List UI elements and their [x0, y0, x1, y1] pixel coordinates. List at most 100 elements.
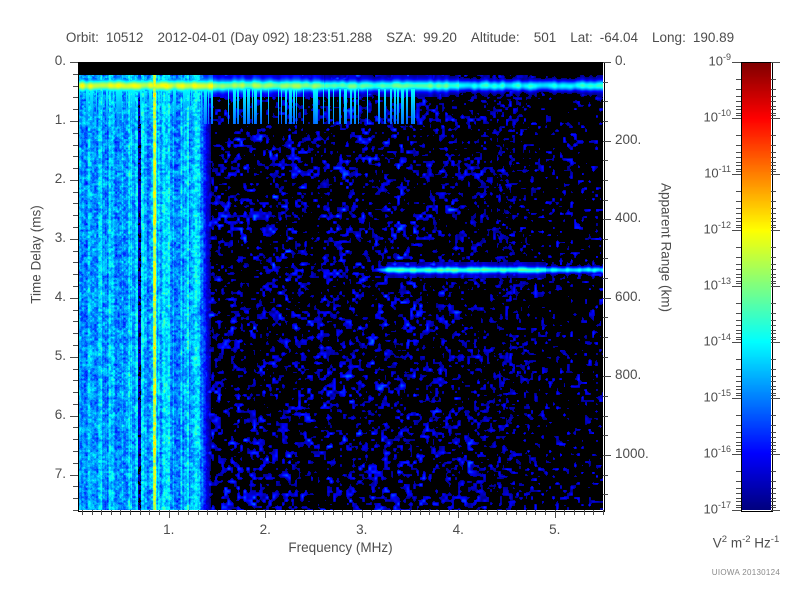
- y-tick-minor: [73, 168, 78, 170]
- colorbar-tick-minor: [736, 217, 741, 219]
- colorbar-tick-minor: [771, 171, 776, 173]
- x-tick-minor: [149, 510, 151, 515]
- x-tick-minor: [545, 510, 547, 515]
- y-tick-minor: [73, 191, 78, 193]
- y2-tick-minor: [603, 278, 608, 280]
- colorbar-tick-minor: [771, 319, 776, 321]
- colorbar-tick-minor: [736, 325, 741, 327]
- colorbar-tick-major: [771, 510, 780, 511]
- colorbar-tick-minor: [771, 329, 776, 331]
- colorbar-tick-minor: [771, 333, 776, 335]
- x-tick-major: [458, 510, 460, 518]
- colorbar-tick-minor: [736, 368, 741, 370]
- colorbar-tick-minor: [771, 480, 776, 482]
- colorbar-tick-minor: [771, 339, 776, 341]
- x-tick-minor: [371, 510, 373, 515]
- x-tick-minor: [603, 510, 604, 515]
- colorbar-tick-minor: [771, 381, 776, 383]
- colorbar-tick-minor: [736, 171, 741, 173]
- colorbar-tick-minor: [771, 144, 776, 146]
- colorbar-tick-minor: [771, 358, 776, 360]
- colorbar-tick-major: [771, 286, 780, 287]
- colorbar-tick-minor: [771, 246, 776, 248]
- x-tick-minor: [342, 510, 344, 515]
- colorbar-tick-minor: [736, 227, 741, 229]
- x-tick-minor: [525, 510, 527, 515]
- x-tick-minor: [390, 510, 392, 515]
- y2-tick-minor: [603, 396, 608, 398]
- colorbar-tick-major: [732, 454, 741, 455]
- colorbar-tick-minor: [771, 101, 776, 103]
- x-tick-minor: [216, 510, 218, 515]
- colorbar-tick-minor: [736, 165, 741, 167]
- y-tick-major: [70, 238, 78, 240]
- x-tick-minor: [197, 510, 199, 515]
- colorbar-tick-minor: [736, 493, 741, 495]
- x-tick-minor: [313, 510, 315, 515]
- y-tick-minor: [73, 109, 78, 111]
- y-tick-minor: [73, 451, 78, 453]
- colorbar-tick-minor: [771, 368, 776, 370]
- colorbar-tick-minor: [771, 437, 776, 439]
- colorbar-tick-minor: [771, 227, 776, 229]
- x-tick-minor: [429, 510, 431, 515]
- y-tick-label: 6.: [54, 406, 66, 422]
- colorbar-mantissa: 10: [703, 109, 718, 125]
- y-tick-minor: [73, 498, 78, 500]
- units-hz-exp: -1: [770, 534, 780, 545]
- x-tick-minor: [381, 510, 383, 515]
- colorbar-tick-minor: [771, 325, 776, 327]
- lat-label: Lat:: [570, 30, 593, 45]
- x-tick-label: 5.: [549, 522, 561, 537]
- x-tick-minor: [564, 510, 566, 515]
- colorbar-tick-major: [732, 230, 741, 231]
- y2-tick-major: [603, 140, 611, 142]
- colorbar-tick-minor: [771, 487, 776, 489]
- y-tick-minor: [73, 144, 78, 146]
- y2-tick-minor: [603, 415, 608, 417]
- x-tick-minor: [303, 510, 305, 515]
- y-tick-minor: [73, 309, 78, 311]
- colorbar-tick-label: 10-17: [669, 500, 731, 516]
- x-axis-title: Frequency (MHz): [288, 540, 393, 555]
- colorbar-tick-minor: [736, 470, 741, 472]
- colorbar-tick-minor: [736, 157, 741, 159]
- x-tick-minor: [255, 510, 257, 515]
- x-tick-minor: [139, 510, 141, 515]
- colorbar-tick-minor: [736, 504, 741, 506]
- x-tick-minor: [477, 510, 479, 515]
- sza-label: SZA:: [386, 30, 417, 45]
- x-tick-minor: [110, 510, 112, 515]
- colorbar-tick-minor: [771, 302, 776, 304]
- x-tick-minor: [245, 510, 247, 515]
- colorbar-exponent: -10: [717, 108, 731, 118]
- colorbar-tick-minor: [771, 280, 776, 282]
- colorbar-tick-minor: [736, 95, 741, 97]
- colorbar-tick-minor: [736, 78, 741, 80]
- colorbar-tick-major: [771, 454, 780, 455]
- colorbar-mantissa: 10: [703, 277, 718, 293]
- colorbar-tick-minor: [771, 217, 776, 219]
- colorbar-tick-minor: [736, 395, 741, 397]
- y2-tick-label: 800.: [615, 367, 642, 383]
- colorbar-tick-major: [732, 286, 741, 287]
- x-tick-minor: [274, 510, 276, 515]
- colorbar-mantissa: 10: [703, 389, 718, 405]
- colorbar-mantissa: 10: [703, 333, 718, 349]
- colorbar-tick-minor: [771, 190, 776, 192]
- colorbar-tick-label: 10-16: [669, 444, 731, 460]
- colorbar-tick-minor: [771, 392, 776, 394]
- y-tick-minor: [73, 97, 78, 99]
- x-tick-minor: [120, 510, 122, 515]
- colorbar-tick-minor: [771, 221, 776, 223]
- y2-tick-minor: [603, 435, 608, 437]
- colorbar-exponent: -17: [717, 500, 731, 510]
- x-tick-minor: [593, 510, 595, 515]
- colorbar-tick-minor: [736, 333, 741, 335]
- colorbar-tick-minor: [771, 441, 776, 443]
- y-tick-minor: [73, 403, 78, 405]
- y2-tick-label: 400.: [615, 210, 642, 226]
- colorbar-tick-minor: [771, 269, 776, 271]
- colorbar-tick-minor: [771, 493, 776, 495]
- colorbar-tick-minor: [736, 213, 741, 215]
